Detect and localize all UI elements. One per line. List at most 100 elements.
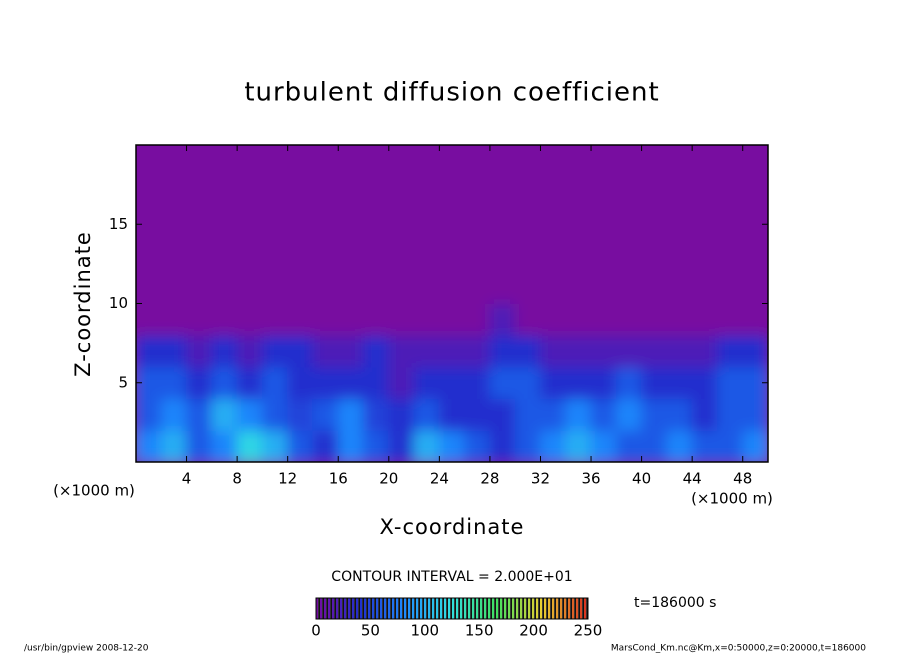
x-tick-label: 4: [182, 470, 192, 488]
field-cell: [615, 145, 643, 178]
field-cell: [438, 271, 466, 304]
field-cell: [590, 207, 617, 241]
colorbar-swatch: [332, 598, 335, 619]
colorbar-swatch: [412, 598, 415, 619]
field-cell: [716, 207, 744, 241]
colorbar-tick-label: 150: [465, 622, 494, 640]
field-cell: [641, 271, 668, 304]
colorbar-gap: [470, 598, 472, 619]
colorbar-gap: [442, 598, 444, 619]
field-cell: [742, 398, 768, 431]
field-cell: [413, 303, 440, 336]
field-cell: [160, 145, 188, 178]
field-cell: [666, 366, 693, 400]
colorbar-gap: [354, 598, 356, 619]
field-cell: [464, 429, 491, 462]
colorbar-swatch: [368, 598, 371, 619]
field-cell: [261, 145, 289, 178]
colorbar-swatch: [484, 598, 487, 619]
colorbar-gap: [478, 598, 480, 619]
field-cell: [363, 366, 390, 400]
colorbar-gap: [422, 598, 424, 619]
colorbar-swatch: [536, 598, 539, 619]
field-cell: [539, 303, 567, 336]
field-cell: [489, 145, 516, 178]
colorbar-gap: [578, 598, 580, 619]
colorbar-swatch: [328, 598, 331, 619]
colorbar-swatch: [404, 598, 407, 619]
field-cell: [716, 271, 744, 304]
field-cell: [615, 303, 643, 336]
field-cell: [287, 145, 314, 178]
field-cell: [337, 429, 365, 462]
field-cell: [615, 176, 643, 209]
field-cell: [514, 303, 541, 336]
field-cell: [438, 207, 466, 241]
field-cell: [489, 303, 516, 336]
colorbar-gap: [538, 598, 540, 619]
field-cell: [691, 398, 718, 431]
colorbar-swatch: [472, 598, 475, 619]
field-cell: [160, 207, 188, 241]
field-cell: [565, 239, 592, 273]
field-cell: [211, 176, 238, 209]
plot-area: [136, 145, 768, 462]
field-cell: [136, 429, 162, 462]
x-tick-label: 16: [329, 470, 348, 488]
colorbar-swatch: [468, 598, 471, 619]
y-axis-label: Z-coordinate: [71, 231, 95, 377]
field-cell: [514, 366, 541, 400]
field-cell: [388, 398, 415, 431]
field-cell: [363, 398, 390, 431]
chart-title: turbulent diffusion coefficient: [244, 78, 659, 108]
colorbar-gap: [342, 598, 344, 619]
field-cell: [261, 366, 289, 400]
colorbar-swatch: [528, 598, 531, 619]
colorbar-gap: [562, 598, 564, 619]
colorbar-gap: [574, 598, 576, 619]
field-cell: [186, 398, 213, 431]
field-cell: [337, 239, 365, 273]
field-cell: [464, 271, 491, 304]
x-tick-label: 32: [531, 470, 550, 488]
colorbar-swatch: [448, 598, 451, 619]
field-cell: [539, 239, 567, 273]
y-tick-label: 10: [109, 294, 128, 312]
field-cell: [136, 271, 162, 304]
colorbar-gap: [454, 598, 456, 619]
field-cell: [641, 303, 668, 336]
field-cell: [363, 207, 390, 241]
field-cell: [514, 334, 541, 368]
colorbar-gap: [522, 598, 524, 619]
field-cell: [287, 207, 314, 241]
field-cell: [388, 145, 415, 178]
field-cell: [160, 176, 188, 209]
field-cell: [565, 366, 592, 400]
x-tick-label: 48: [733, 470, 752, 488]
colorbar-gap: [502, 598, 504, 619]
colorbar-gap: [350, 598, 352, 619]
field-cell: [666, 145, 693, 178]
colorbar-swatch: [496, 598, 499, 619]
colorbar-swatch: [476, 598, 479, 619]
field-cell: [565, 429, 592, 462]
field-cell: [186, 207, 213, 241]
colorbar-swatch: [424, 598, 427, 619]
field-cell: [136, 239, 162, 273]
field-cell: [691, 271, 718, 304]
field-cell: [312, 271, 339, 304]
field-cell: [363, 429, 390, 462]
field-cell: [742, 176, 768, 209]
field-cell: [287, 398, 314, 431]
field-cell: [186, 271, 213, 304]
field-cell: [464, 398, 491, 431]
field-cell: [590, 366, 617, 400]
colorbar-swatch: [572, 598, 575, 619]
field-cell: [464, 207, 491, 241]
x-tick-label: 24: [430, 470, 449, 488]
colorbar-gap: [510, 598, 512, 619]
field-cell: [136, 303, 162, 336]
field-cell: [615, 334, 643, 368]
field-cell: [641, 429, 668, 462]
